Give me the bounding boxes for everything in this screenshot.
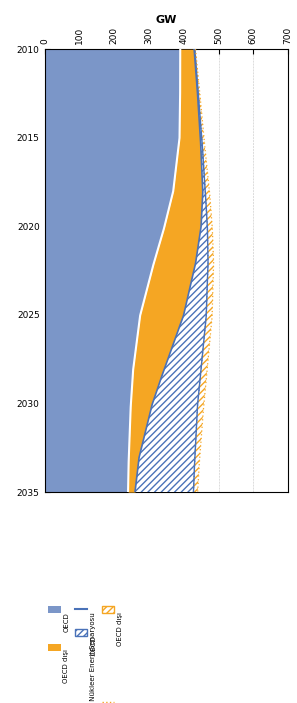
Legend: OECD, OECD dışı, Düşük Nükleer Enerji Senaryosu, OECD, OECD dışı, Yeni Politikal: OECD, OECD dışı, Düşük Nükleer Enerji Se… — [48, 500, 123, 703]
X-axis label: GW: GW — [156, 15, 177, 25]
